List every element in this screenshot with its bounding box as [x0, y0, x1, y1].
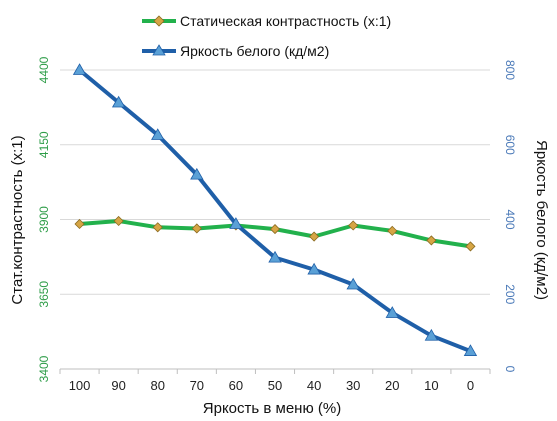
data-point: [463, 344, 478, 356]
y-left-tick-label: 3650: [37, 281, 51, 308]
legend-item-contrast: Статическая контрастность (x:1): [142, 13, 391, 29]
x-tick-label: 90: [111, 378, 125, 393]
x-axis-title: Яркость в меню (%): [203, 400, 341, 417]
y-right-tick-label: 400: [503, 209, 517, 229]
data-point: [309, 231, 320, 242]
x-tick-label: 60: [229, 378, 243, 393]
data-point: [229, 217, 243, 229]
series-0: [74, 215, 476, 252]
x-tick-label: 0: [467, 378, 474, 393]
y-right-tick-label: 200: [503, 284, 517, 304]
x-tick-label: 40: [307, 378, 321, 393]
x-tick-label: 70: [190, 378, 204, 393]
data-point: [152, 222, 163, 233]
y-right-tick-label: 0: [503, 366, 517, 373]
data-point: [269, 224, 281, 235]
legend: Статическая контрастность (x:1) Яркость …: [142, 13, 391, 59]
data-point: [348, 220, 359, 231]
legend-item-white-luminance: Яркость белого (кд/м2): [142, 43, 329, 59]
data-point: [113, 215, 124, 227]
data-point: [387, 225, 398, 236]
data-point: [465, 241, 476, 252]
right-axis-title: Яркость белого (кд/м2): [533, 140, 550, 300]
data-point: [346, 277, 360, 290]
series-layer: [72, 63, 478, 356]
data-point: [111, 95, 126, 108]
x-tick-label: 80: [150, 378, 164, 393]
y-left-tick-label: 3400: [37, 355, 51, 382]
gridlines: [60, 69, 490, 370]
data-point: [190, 167, 204, 180]
data-point: [151, 128, 165, 140]
data-point: [191, 223, 202, 234]
x-tick-label: 30: [346, 378, 360, 393]
data-point: [426, 235, 437, 246]
y-left-tick-label: 4150: [37, 131, 51, 158]
x-tick-label: 50: [268, 378, 282, 393]
data-point: [385, 306, 399, 318]
y-left-tick-label: 3900: [37, 206, 51, 233]
data-point: [268, 250, 282, 263]
series-1: [72, 63, 478, 356]
data-point: [307, 262, 321, 275]
y-left-tick-label: 4400: [37, 56, 51, 83]
left-axis-title: Стат.контрастность (x:1): [9, 135, 26, 304]
y-right-tick-label: 800: [503, 60, 517, 80]
y-right-tick-label: 600: [503, 135, 517, 155]
data-point: [72, 63, 87, 75]
x-tick-label: 100: [69, 378, 91, 393]
x-tick-label: 20: [385, 378, 399, 393]
legend-label-contrast: Статическая контрастность (x:1): [180, 13, 391, 29]
data-point: [424, 328, 439, 341]
series-line: [77, 68, 473, 354]
data-point: [74, 218, 85, 230]
axes: [59, 368, 491, 374]
legend-label-white-luminance: Яркость белого (кд/м2): [180, 43, 329, 59]
x-tick-label: 10: [424, 378, 438, 393]
